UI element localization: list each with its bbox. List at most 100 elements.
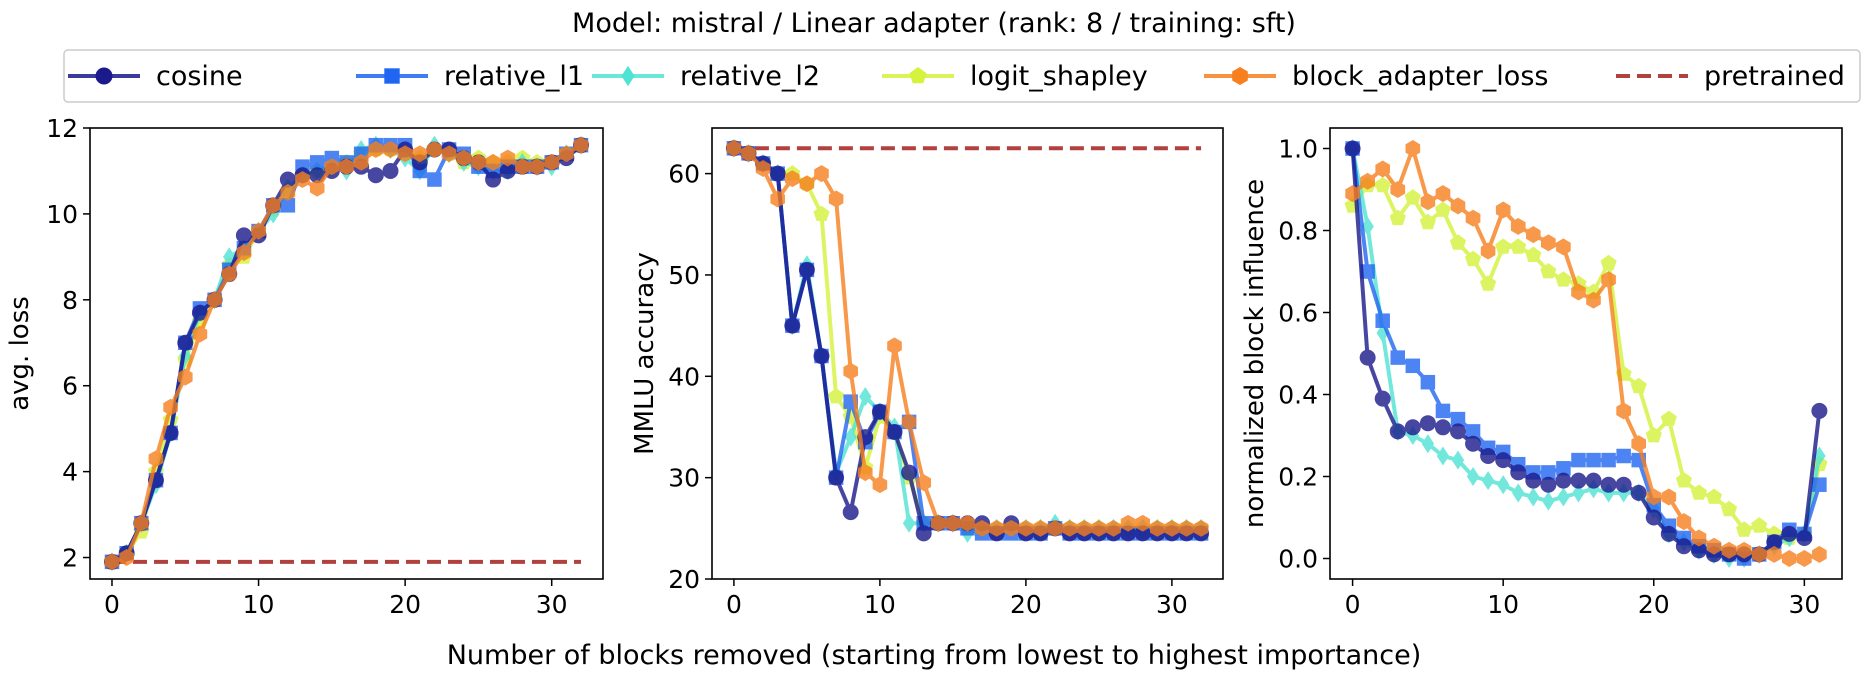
data-point-block-adapter-loss [280,184,296,201]
data-point-block-adapter-loss [1047,519,1063,537]
legend-item-relative-l1: relative_l1 [356,61,584,92]
data-point-block-adapter-loss [573,136,589,154]
data-point-relative-l2 [1361,216,1374,236]
data-point-block-adapter-loss [368,141,384,158]
data-point-relative-l2 [1527,487,1540,507]
data-point-block-adapter-loss [1480,242,1496,260]
series-relative-l1 [726,141,1209,541]
data-point-block-adapter-loss [104,553,120,571]
data-point-relative-l2 [902,513,916,533]
data-point-block-adapter-loss [1164,519,1180,537]
series-cosine [725,140,1210,542]
data-point-block-adapter-loss [770,190,785,208]
x-tick-label: 20 [1010,590,1042,619]
series-relative-l2 [105,135,588,572]
data-point-relative-l2 [1512,483,1525,503]
data-point-block-adapter-loss [974,519,990,537]
data-point-cosine [1555,472,1572,489]
x-tick-label: 30 [536,590,568,619]
data-point-logit-shapley [1495,238,1512,254]
data-point-logit-shapley [1540,262,1557,279]
plot-area [103,135,590,572]
legend-item-cosine: cosine [68,61,243,92]
y-tick-label: 6 [62,372,78,401]
data-point-cosine [382,162,399,179]
series-logit-shapley [725,139,1210,536]
data-point-block-adapter-loss [427,141,442,158]
data-point-block-adapter-loss [1004,519,1019,537]
legend-marker-relative-l2 [621,65,635,87]
y-axis-label: avg. loss [5,296,35,411]
data-point-block-adapter-loss [828,190,844,208]
data-point-block-adapter-loss [1631,435,1646,453]
series-line-logit-shapley [1350,183,1822,540]
loss-panel: 0 10 20 30 2 4 6 8 10 12 avg. loss [5,114,604,619]
data-point-relative-l1 [1571,452,1586,468]
data-point-block-adapter-loss [456,149,472,167]
data-point-logit-shapley [1374,176,1391,193]
series-line-cosine [110,143,583,564]
data-point-cosine [828,469,845,486]
data-point-block-adapter-loss [1691,529,1707,547]
data-point-logit-shapley [1404,189,1421,205]
data-point-logit-shapley [1690,484,1707,500]
y-tick-label: 1.0 [1278,135,1318,164]
y-tick-label: 4 [62,458,78,487]
data-point-block-adapter-loss [887,337,902,355]
data-point-block-adapter-loss [799,175,815,193]
data-point-logit-shapley [813,205,830,221]
data-point-block-adapter-loss [872,476,888,494]
data-point-block-adapter-loss [1106,519,1121,537]
data-point-cosine [1630,484,1647,501]
data-point-cosine [886,424,903,441]
data-point-block-adapter-loss [544,153,559,171]
data-point-block-adapter-loss [843,362,858,380]
data-point-logit-shapley [1705,488,1723,504]
data-point-cosine [784,317,801,334]
legend-label-relative-l2: relative_l2 [680,61,820,92]
influence-panel: 0 10 20 30 0.0 0.2 0.4 0.6 0.8 1.0 normalized bloc… [1240,127,1843,619]
data-point-logit-shapley [1525,246,1542,262]
data-point-cosine [1675,538,1692,555]
data-point-cosine [1465,435,1482,452]
data-point-block-adapter-loss [1193,519,1209,537]
data-point-relative-l2 [844,427,857,447]
data-point-logit-shapley [1465,250,1482,267]
data-point-block-adapter-loss [858,464,873,482]
x-tick-label: 30 [1156,590,1188,619]
data-point-block-adapter-loss [529,158,545,176]
data-point-block-adapter-loss [485,153,501,171]
data-point-block-adapter-loss [901,413,917,431]
data-point-cosine [842,504,859,521]
y-tick-label: 0.8 [1278,217,1318,246]
data-point-cosine [1660,525,1677,542]
data-point-cosine [367,167,384,184]
data-point-block-adapter-loss [1782,550,1797,567]
data-point-block-adapter-loss [726,139,742,157]
data-point-block-adapter-loss [1541,234,1556,252]
legend-frame [63,49,1861,103]
data-point-relative-l2 [1421,434,1435,454]
y-tick-label: 30 [668,464,700,493]
data-point-block-adapter-loss [960,514,975,532]
plot-area [1344,138,1828,569]
series-line-cosine [1350,148,1822,557]
data-point-block-adapter-loss [1135,514,1150,532]
series-line-cosine [733,146,1202,536]
data-point-cosine [1389,423,1406,440]
data-point-block-adapter-loss [1646,488,1662,506]
data-point-block-adapter-loss [916,474,931,492]
mmlu-panel: 0 10 20 30 20 30 40 50 60 MMLU accuracy [630,127,1224,619]
data-point-block-adapter-loss [1150,519,1165,537]
data-point-block-adapter-loss [309,179,325,197]
legend-label-logit-shapley: logit_shapley [970,61,1148,92]
data-point-cosine [1570,472,1587,489]
plot-frame [711,127,1224,580]
data-point-relative-l2 [1542,491,1555,511]
y-tick-label: 60 [668,160,700,189]
data-point-cosine [798,261,815,278]
data-point-block-adapter-loss [192,325,208,343]
data-point-cosine [901,464,918,481]
data-point-block-adapter-loss [397,145,413,163]
data-point-cosine [1540,476,1557,493]
